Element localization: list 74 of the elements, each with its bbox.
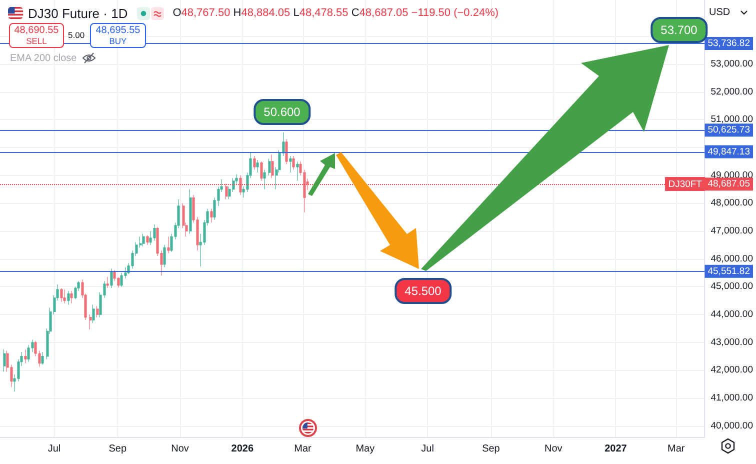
x-tick-label: 2027 bbox=[604, 444, 628, 454]
candlestick bbox=[271, 154, 274, 178]
annotation: 53.700 bbox=[650, 17, 708, 43]
x-tick-label: 2026 bbox=[231, 444, 254, 454]
candlestick bbox=[110, 268, 113, 288]
candlestick bbox=[163, 244, 166, 268]
sell-button: 48,690.55 SELL bbox=[9, 23, 64, 48]
candlestick bbox=[225, 183, 228, 200]
y-tick-label: 47,000.00 bbox=[710, 226, 754, 237]
ref-line-label: 45,551.82 bbox=[708, 266, 750, 277]
candlestick bbox=[253, 156, 256, 170]
y-tick-label: 43,000.00 bbox=[710, 336, 754, 348]
x-tick-label: May bbox=[356, 444, 375, 454]
candlestick bbox=[92, 304, 95, 324]
annotation: EMA 200 close bbox=[10, 52, 77, 64]
x-tick-label: Sep bbox=[482, 444, 500, 454]
ref-line-label: 53,736.82 bbox=[708, 38, 750, 50]
candlestick bbox=[189, 188, 192, 234]
x-tick-label: Nov bbox=[544, 444, 562, 454]
candlestick bbox=[256, 160, 259, 173]
text: USD bbox=[709, 7, 730, 18]
x-tick-label: Jul bbox=[421, 444, 434, 454]
candlestick bbox=[239, 175, 242, 196]
x-tick-label: Nov bbox=[171, 444, 189, 454]
ref-line-label: 50,625.73 bbox=[708, 124, 750, 136]
candlestick bbox=[41, 352, 44, 365]
candlestick bbox=[142, 234, 145, 247]
candlestick bbox=[260, 161, 263, 182]
ref-line-label: 48,687.05 bbox=[708, 178, 750, 190]
candlestick bbox=[268, 158, 271, 176]
annotation: 48,695.55 bbox=[96, 24, 140, 36]
candlestick bbox=[285, 138, 288, 165]
annotation: 45.500 bbox=[394, 278, 452, 304]
ref-line-label: 49,847.13 bbox=[708, 146, 750, 158]
annotation: BUY bbox=[109, 36, 127, 46]
annotation: 5.00 bbox=[68, 30, 85, 40]
x-tick-label: Sep bbox=[108, 444, 127, 454]
candlestick bbox=[63, 289, 66, 304]
buy-button: 48,695.55 BUY bbox=[90, 23, 146, 48]
candlestick bbox=[3, 349, 6, 372]
candlestick bbox=[70, 290, 73, 304]
annotation: 50.600 bbox=[254, 99, 310, 125]
y-tick-label: 40,000.00 bbox=[710, 420, 754, 432]
candlestick bbox=[89, 314, 92, 330]
y-tick-label: 52,000.00 bbox=[710, 86, 754, 98]
candlestick bbox=[24, 349, 27, 364]
candlestick bbox=[67, 290, 70, 306]
y-tick-label: 42,000.00 bbox=[710, 364, 754, 376]
y-tick-label: 44,000.00 bbox=[710, 309, 754, 320]
chart-title: DJ30 Future · 1D bbox=[28, 6, 128, 20]
annotation: SELL bbox=[26, 36, 47, 46]
candlestick bbox=[263, 169, 266, 190]
candlestick bbox=[289, 156, 292, 173]
y-tick-label: 46,000.00 bbox=[710, 253, 754, 264]
y-tick-label: 41,000.00 bbox=[710, 392, 754, 404]
candlestick bbox=[96, 306, 99, 318]
y-tick-label: 48,000.00 bbox=[710, 198, 754, 209]
candlestick bbox=[292, 156, 295, 170]
candlestick bbox=[60, 288, 63, 302]
annotation: DJ30FT bbox=[665, 177, 705, 192]
candlestick bbox=[153, 224, 156, 242]
y-tick-label: 53,000.00 bbox=[710, 58, 754, 70]
annotation: 48,690.55 bbox=[14, 24, 59, 36]
text: O48,767.50 H48,884.05 L48,478.55 C48,687.05 −119.50 (−0.24%) bbox=[172, 7, 499, 19]
candlestick bbox=[210, 208, 213, 223]
candlestick bbox=[296, 161, 299, 182]
candlestick bbox=[146, 234, 149, 246]
y-tick-label: 45,000.00 bbox=[710, 281, 754, 292]
candlestick bbox=[167, 236, 170, 254]
candlestick bbox=[106, 276, 109, 288]
x-tick-label: Mar bbox=[294, 444, 312, 454]
x-tick-label: Mar bbox=[667, 444, 686, 454]
x-tick-label: Jul bbox=[48, 444, 61, 454]
y-tick-label: 51,000.00 bbox=[710, 114, 754, 126]
